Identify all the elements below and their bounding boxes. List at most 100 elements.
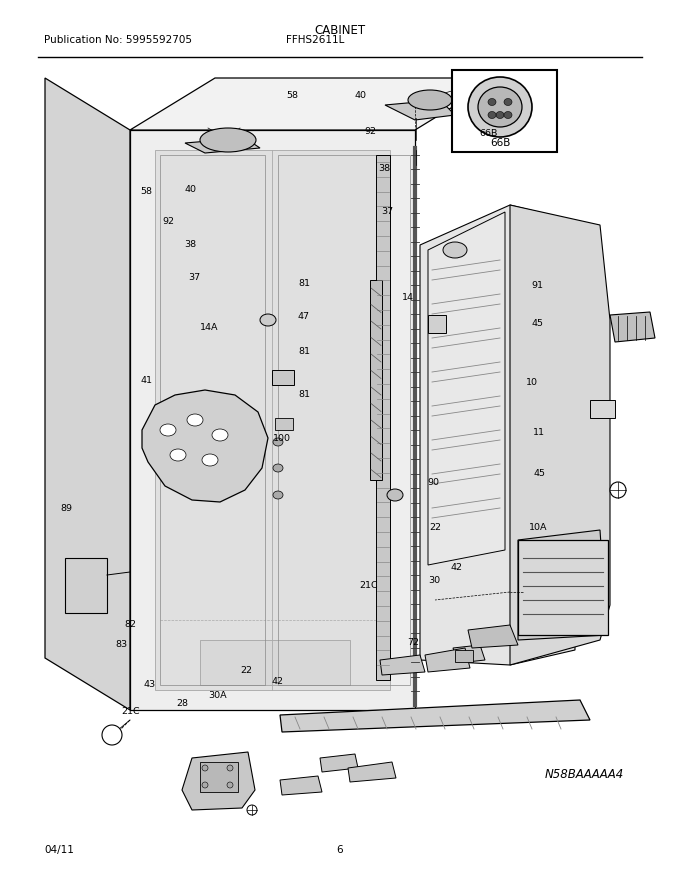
Text: 14: 14 — [402, 293, 414, 302]
Bar — [455, 650, 473, 662]
Polygon shape — [380, 655, 425, 675]
Bar — [452, 70, 557, 152]
Text: 100: 100 — [273, 434, 291, 443]
Ellipse shape — [200, 128, 256, 152]
Ellipse shape — [408, 90, 452, 110]
Bar — [65, 558, 107, 613]
Polygon shape — [45, 78, 130, 710]
Bar — [275, 418, 293, 430]
Ellipse shape — [610, 482, 626, 498]
Text: 21C: 21C — [359, 581, 378, 590]
Bar — [200, 762, 238, 792]
Text: 66B: 66B — [490, 138, 510, 148]
Polygon shape — [182, 752, 255, 810]
Text: 47: 47 — [298, 312, 310, 321]
Ellipse shape — [160, 424, 176, 436]
Polygon shape — [420, 205, 575, 665]
Ellipse shape — [504, 112, 512, 119]
Text: 42: 42 — [271, 678, 284, 686]
Text: 90: 90 — [428, 478, 440, 487]
Text: 6: 6 — [337, 845, 343, 855]
Polygon shape — [425, 648, 470, 672]
Ellipse shape — [488, 112, 496, 119]
Bar — [518, 540, 608, 635]
Ellipse shape — [504, 99, 512, 106]
Polygon shape — [348, 762, 396, 782]
Ellipse shape — [227, 782, 233, 788]
Ellipse shape — [170, 449, 186, 461]
Polygon shape — [185, 138, 260, 153]
Ellipse shape — [496, 112, 504, 119]
Text: 10: 10 — [526, 378, 538, 387]
Ellipse shape — [488, 99, 496, 106]
Polygon shape — [468, 625, 518, 648]
Text: 45: 45 — [533, 469, 545, 478]
Text: 40: 40 — [354, 91, 367, 99]
Text: 37: 37 — [188, 273, 200, 282]
Ellipse shape — [468, 77, 532, 137]
Text: 66B: 66B — [479, 129, 498, 138]
Text: 43: 43 — [143, 680, 156, 689]
Ellipse shape — [443, 242, 467, 258]
Text: 42: 42 — [451, 563, 463, 572]
Text: N58BAAAAA4: N58BAAAAA4 — [545, 768, 624, 781]
Bar — [428, 315, 446, 333]
Text: 10A: 10A — [529, 524, 548, 532]
Ellipse shape — [187, 414, 203, 426]
Text: 37: 37 — [381, 207, 394, 216]
Polygon shape — [385, 100, 455, 120]
Polygon shape — [510, 205, 610, 665]
Text: 21C: 21C — [121, 707, 140, 715]
Text: 89: 89 — [61, 504, 73, 513]
Text: 58: 58 — [286, 91, 299, 99]
Text: CABINET: CABINET — [314, 25, 366, 37]
Text: 58: 58 — [140, 187, 152, 196]
Ellipse shape — [212, 429, 228, 441]
Polygon shape — [280, 776, 322, 795]
Text: 83: 83 — [115, 640, 127, 649]
Ellipse shape — [202, 765, 208, 771]
Text: 30: 30 — [428, 576, 440, 585]
Polygon shape — [518, 530, 607, 640]
Text: 81: 81 — [298, 279, 310, 288]
Ellipse shape — [478, 87, 522, 127]
Text: 41: 41 — [140, 376, 152, 385]
Polygon shape — [320, 754, 358, 772]
Polygon shape — [155, 150, 390, 690]
Text: 38: 38 — [184, 240, 197, 249]
Bar — [272, 370, 294, 385]
Ellipse shape — [260, 314, 276, 326]
Text: 28: 28 — [176, 700, 188, 708]
Polygon shape — [130, 130, 415, 710]
Ellipse shape — [102, 725, 122, 745]
Text: 91: 91 — [531, 282, 543, 290]
Text: 81: 81 — [298, 348, 310, 356]
Text: 38: 38 — [378, 165, 390, 173]
Text: 14A: 14A — [200, 323, 219, 332]
Polygon shape — [428, 212, 505, 565]
Polygon shape — [142, 390, 268, 502]
Text: 11: 11 — [533, 429, 545, 437]
Polygon shape — [453, 645, 485, 663]
Ellipse shape — [202, 782, 208, 788]
Ellipse shape — [273, 438, 283, 446]
Ellipse shape — [227, 765, 233, 771]
Text: 92: 92 — [163, 217, 175, 226]
Polygon shape — [376, 155, 390, 680]
Bar — [590, 400, 615, 418]
Polygon shape — [130, 78, 500, 130]
Ellipse shape — [273, 464, 283, 472]
Text: 40: 40 — [184, 185, 197, 194]
Text: 22: 22 — [240, 666, 252, 675]
Text: 82: 82 — [124, 620, 137, 629]
Text: FFHS2611L: FFHS2611L — [286, 34, 344, 45]
Text: 92: 92 — [364, 128, 377, 136]
Polygon shape — [200, 640, 350, 685]
Ellipse shape — [247, 805, 257, 815]
Text: 04/11: 04/11 — [44, 845, 74, 855]
Ellipse shape — [202, 454, 218, 466]
Text: Publication No: 5995592705: Publication No: 5995592705 — [44, 34, 192, 45]
Polygon shape — [370, 280, 382, 480]
Text: 72: 72 — [407, 638, 420, 647]
Text: 45: 45 — [531, 319, 543, 328]
